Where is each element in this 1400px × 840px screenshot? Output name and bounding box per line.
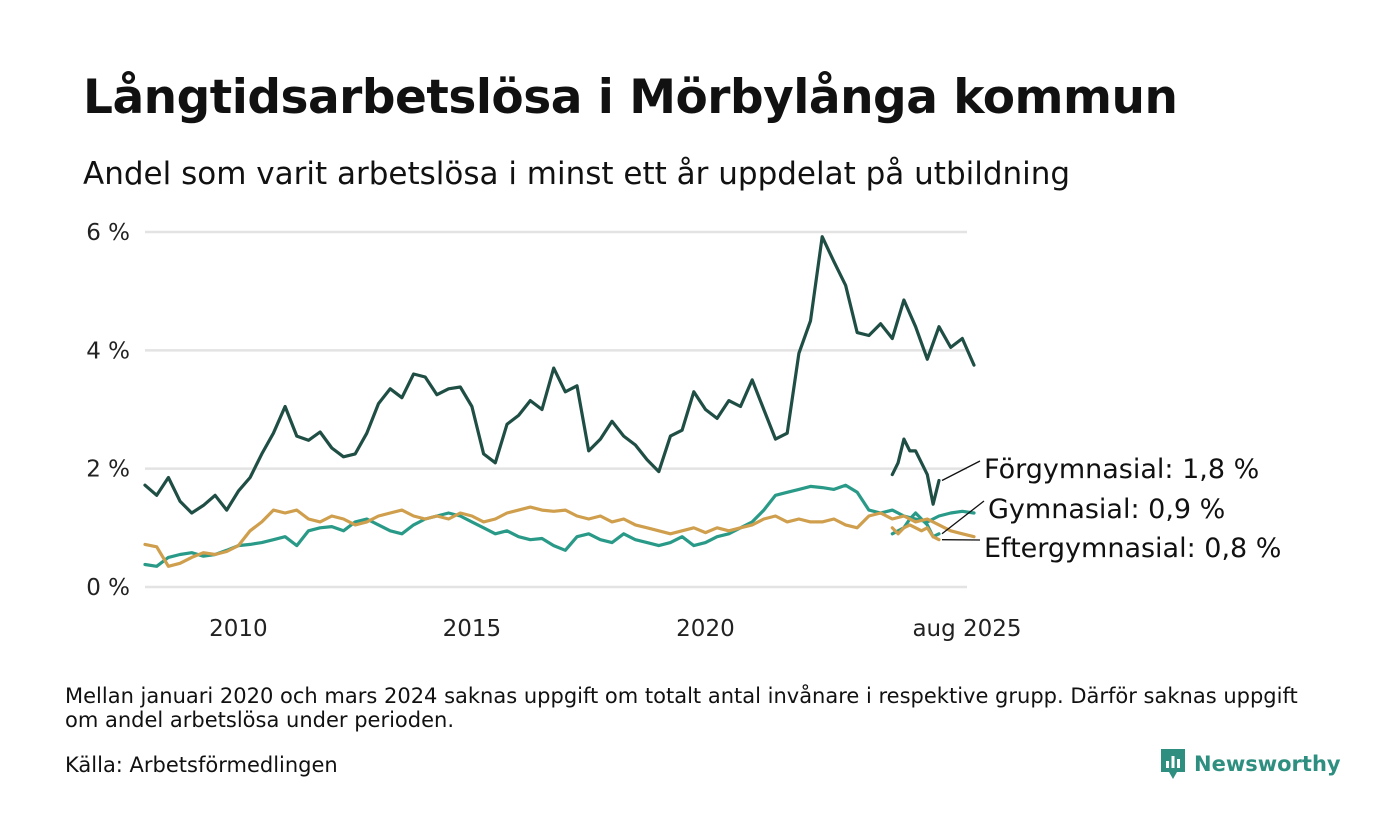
chart-subtitle: Andel som varit arbetslösa i minst ett å… xyxy=(83,156,1071,192)
y-tick-label: 4 % xyxy=(86,338,130,364)
y-tick-label: 6 % xyxy=(86,220,130,246)
series-line-förgymnasial xyxy=(143,235,976,515)
x-axis-ticks: 2010 2015 2020 aug 2025 xyxy=(209,616,1021,642)
series-line-eftergymnasial xyxy=(143,505,976,568)
chart-title: Långtidsarbetslösa i Mörbylånga kommun xyxy=(83,70,1178,125)
end-label-gymnasial: Gymnasial: 0,9 % xyxy=(988,494,1225,525)
y-axis-ticks: 0 % 2 % 4 % 6 % xyxy=(86,220,130,601)
end-label-förgymnasial: Förgymnasial: 1,8 % xyxy=(984,454,1259,485)
x-tick-label: 2010 xyxy=(209,616,268,642)
source-text: Källa: Arbetsförmedlingen xyxy=(65,753,338,777)
series-line-förgymnasial xyxy=(890,437,941,506)
leader-line xyxy=(941,460,981,482)
x-tick-label: aug 2025 xyxy=(912,616,1021,642)
grid-lines xyxy=(145,230,967,589)
series-lines xyxy=(143,235,976,568)
leader-line xyxy=(941,500,985,535)
end-label-eftergymnasial: Eftergymnasial: 0,8 % xyxy=(984,533,1281,564)
footnote: Mellan januari 2020 och mars 2024 saknas… xyxy=(65,684,1298,732)
y-tick-label: 2 % xyxy=(86,457,130,483)
bar-chart-icon xyxy=(1161,749,1185,779)
x-tick-label: 2020 xyxy=(676,616,735,642)
y-tick-label: 0 % xyxy=(86,575,130,601)
x-tick-label: 2015 xyxy=(443,616,502,642)
series-line-gymnasial xyxy=(143,483,976,568)
brand-logo: Newsworthy xyxy=(1160,748,1341,780)
series-line-eftergymnasial xyxy=(890,523,941,542)
brand-name: Newsworthy xyxy=(1194,752,1341,776)
end-labels: Förgymnasial: 1,8 % Gymnasial: 0,9 % Efter… xyxy=(941,454,1281,564)
